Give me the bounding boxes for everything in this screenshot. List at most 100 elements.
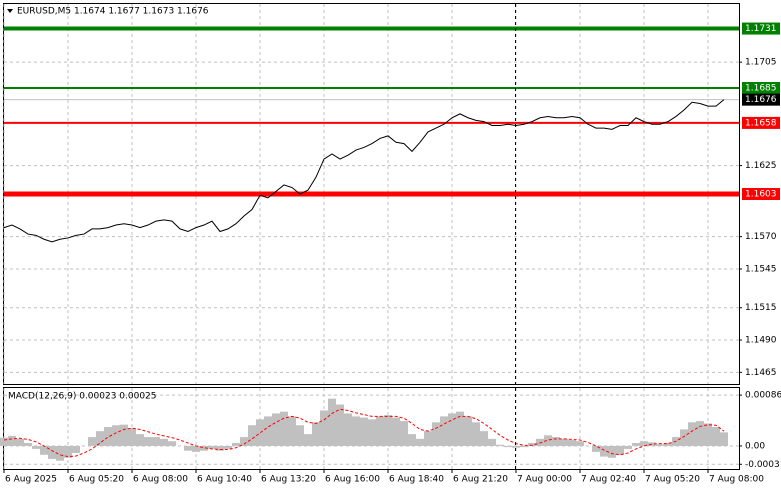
y-tick-label: 0.00 xyxy=(745,441,765,451)
x-tick-label: 7 Aug 08:00 xyxy=(709,475,764,485)
macd-bar xyxy=(616,445,624,455)
macd-bar xyxy=(640,441,648,446)
y-tick-label: 1.1545 xyxy=(745,264,777,274)
macd-bar xyxy=(0,437,8,446)
macd-bar xyxy=(536,438,544,446)
level-label-box xyxy=(742,188,780,200)
macd-bar xyxy=(360,417,368,446)
x-tick-label: 6 Aug 08:00 xyxy=(133,475,188,485)
x-tick-label: 7 Aug 00:00 xyxy=(517,475,572,485)
macd-bar xyxy=(424,431,432,446)
macd-bar xyxy=(392,417,400,446)
macd-bar xyxy=(64,445,72,458)
macd-bar xyxy=(8,435,16,446)
macd-bar xyxy=(664,442,672,446)
macd-bar xyxy=(720,432,728,446)
macd-bar xyxy=(432,422,440,446)
macd-bar xyxy=(224,445,232,449)
macd-bar xyxy=(88,437,96,446)
macd-bar xyxy=(488,438,496,446)
macd-bar xyxy=(544,435,552,446)
x-tick-label: 7 Aug 02:40 xyxy=(581,475,636,485)
macd-bar xyxy=(112,425,120,446)
macd-bar xyxy=(568,440,576,446)
macd-bar xyxy=(264,416,272,446)
y-tick-label: 1.1625 xyxy=(745,161,777,171)
macd-bar xyxy=(560,438,568,446)
macd-bar xyxy=(368,419,376,446)
macd-bar xyxy=(512,445,520,448)
macd-bar xyxy=(352,416,360,446)
macd-bar xyxy=(552,437,560,446)
macd-bar xyxy=(480,431,488,446)
menu-icon xyxy=(7,9,13,13)
macd-bar xyxy=(232,442,240,446)
macd-title: MACD(12,26,9) 0.00023 0.00025 xyxy=(8,392,157,402)
macd-bar xyxy=(96,431,104,446)
y-tick-label: 1.1705 xyxy=(745,58,777,68)
macd-bar xyxy=(440,416,448,446)
y-tick-label: 0.00086 xyxy=(745,391,781,401)
level-label: 1.1603 xyxy=(745,190,777,200)
macd-bar xyxy=(456,411,464,446)
price-line xyxy=(3,99,725,243)
macd-bar xyxy=(312,422,320,446)
x-tick-label: 7 Aug 05:20 xyxy=(645,475,700,485)
x-tick-label: 6 Aug 10:40 xyxy=(197,475,252,485)
macd-panel xyxy=(3,387,740,470)
x-tick-label: 6 Aug 2025 xyxy=(5,475,57,485)
macd-bar xyxy=(240,437,248,446)
macd-bar xyxy=(272,413,280,446)
macd-bar xyxy=(168,441,176,446)
macd-bar xyxy=(136,434,144,446)
macd-bar xyxy=(48,445,56,459)
macd-bar xyxy=(184,445,192,451)
macd-bar xyxy=(24,442,32,446)
x-tick-label: 6 Aug 21:20 xyxy=(453,475,508,485)
x-tick-label: 6 Aug 16:00 xyxy=(325,475,380,485)
macd-bar xyxy=(496,444,504,446)
macd-bar xyxy=(72,445,80,454)
macd-bar xyxy=(200,445,208,451)
macd-bar xyxy=(104,427,112,446)
y-tick-label: -0.00031 xyxy=(745,460,781,470)
macd-bar xyxy=(120,424,128,446)
macd-bar xyxy=(416,438,424,446)
macd-bar xyxy=(144,437,152,446)
macd-bar xyxy=(528,442,536,446)
y-tick-label: 1.1570 xyxy=(745,232,777,242)
level-label: 1.1685 xyxy=(745,84,777,94)
macd-bar xyxy=(656,444,664,446)
labels: 1.1705 1.1625 1.1570 1.1545 1.1515 1.1490 1.14… xyxy=(3,22,781,485)
macd-bar xyxy=(520,445,528,448)
macd-bar xyxy=(288,416,296,446)
macd-bar xyxy=(696,421,704,446)
macd-bar xyxy=(304,434,312,446)
chart-title: EURUSD,M5 1.1674 1.1677 1.1673 1.1676 xyxy=(17,7,209,17)
macd-bar xyxy=(16,438,24,446)
signal-line xyxy=(3,408,725,458)
level-label-box xyxy=(742,82,780,95)
macd-bar xyxy=(704,423,712,446)
macd-bar xyxy=(648,442,656,446)
macd-bar xyxy=(208,445,216,449)
y-tick-label: 1.1465 xyxy=(745,368,777,378)
macd-bar xyxy=(384,415,392,446)
macd-bar xyxy=(216,445,224,451)
macd-bar xyxy=(608,445,616,458)
macd-bar xyxy=(400,421,408,446)
macd-bar xyxy=(600,445,608,457)
last-price-label: 1.1676 xyxy=(745,95,777,105)
macd-bar xyxy=(128,428,136,446)
y-tick-label: 1.1515 xyxy=(745,303,777,313)
macd-bar xyxy=(592,445,600,452)
x-tick-label: 6 Aug 13:20 xyxy=(261,475,316,485)
macd-bar xyxy=(336,404,344,446)
macd-bar xyxy=(680,429,688,446)
macd-bar xyxy=(32,445,40,449)
macd-bar xyxy=(504,445,512,448)
y-tick-label: 1.1490 xyxy=(745,336,777,346)
macd-bar xyxy=(712,427,720,446)
